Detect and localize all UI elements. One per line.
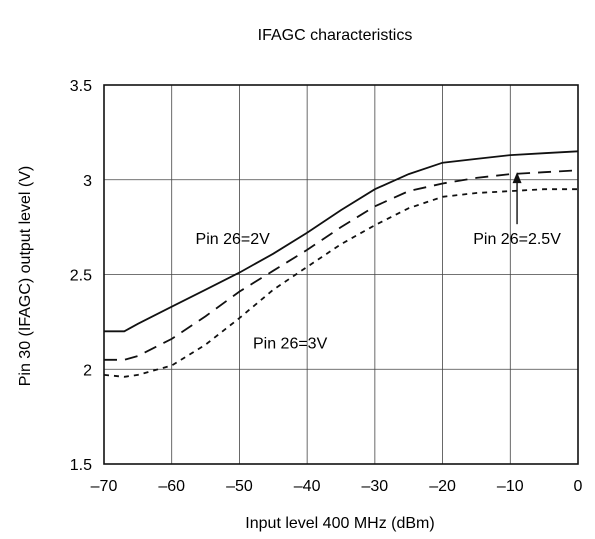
plot-border — [103, 84, 579, 465]
x-tick-label-5: –20 — [429, 478, 456, 495]
x-tick-label-0: –70 — [91, 478, 118, 495]
grid — [103, 84, 579, 465]
x-tick-label-1: –60 — [158, 478, 185, 495]
tick-labels: –70 –60 –50 –40 –30 –20 –10 0 1.5 2 2.5 3 3.5 — [70, 78, 583, 495]
y-tick-label-1: 2 — [83, 362, 92, 379]
x-tick-label-4: –30 — [362, 478, 389, 495]
series-line-2 — [103, 188, 578, 378]
x-tick-label-2: –50 — [226, 478, 253, 495]
y-tick-label-3: 3 — [83, 173, 92, 190]
annotation-label-0: Pin 26=2V — [196, 231, 271, 248]
y-tick-label-0: 1.5 — [70, 457, 92, 474]
series-line-1 — [104, 169, 579, 361]
x-axis-title: Input level 400 MHz (dBm) — [245, 515, 434, 532]
series-layer — [103, 150, 579, 378]
x-tick-label-3: –40 — [294, 478, 321, 495]
chart-title: IFAGC characteristics — [258, 27, 413, 44]
y-tick-label-4: 3.5 — [70, 78, 92, 95]
y-tick-label-2: 2.5 — [70, 268, 92, 285]
y-axis-title: Pin 30 (IFAGC) output level (V) — [17, 166, 34, 387]
annotation-label-2: Pin 26=2.5V — [473, 231, 561, 248]
annotation-label-1: Pin 26=3V — [253, 335, 328, 352]
x-tick-label-6: –10 — [497, 478, 524, 495]
annotation-arrowhead-2 — [512, 172, 522, 184]
x-tick-label-7: 0 — [574, 478, 583, 495]
series-line-0 — [104, 150, 579, 333]
plot-frame — [103, 84, 579, 465]
annotations: Pin 26=2V Pin 26=3V Pin 26=2.5V — [196, 172, 561, 352]
